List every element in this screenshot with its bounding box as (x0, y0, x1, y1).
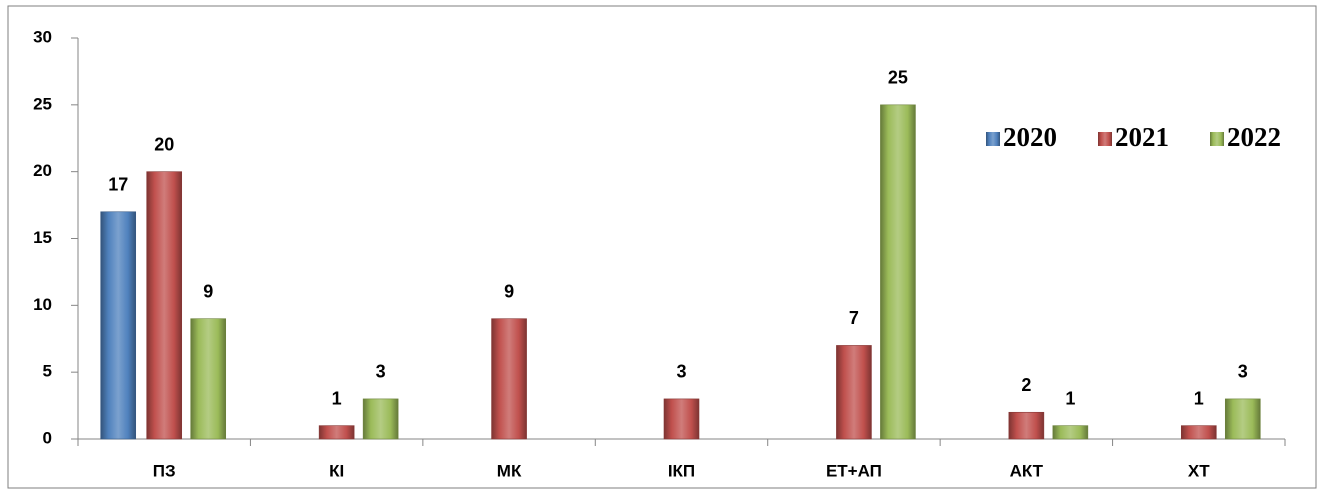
bar (100, 211, 137, 440)
legend-label: 2021 (1115, 122, 1169, 152)
bar (836, 345, 872, 440)
legend-label: 2022 (1227, 122, 1281, 152)
data-label: 3 (1238, 362, 1248, 382)
bar (190, 318, 227, 440)
data-label: 3 (376, 362, 386, 382)
data-label: 1 (1194, 388, 1204, 408)
y-tick-label: 0 (43, 428, 52, 447)
x-tick-label: ІКП (668, 461, 695, 480)
bar (880, 104, 916, 440)
data-label: 20 (154, 134, 174, 154)
legend-swatch (1098, 132, 1112, 146)
x-tick-label: МК (497, 461, 522, 480)
bar (146, 171, 183, 440)
bar (1180, 425, 1217, 440)
bar (318, 425, 355, 440)
data-label: 1 (332, 388, 342, 408)
x-tick-label: ПЗ (153, 461, 176, 480)
x-tick-label: ЕТ+АП (826, 461, 882, 480)
data-label: 1 (1065, 388, 1075, 408)
bar (663, 398, 700, 440)
data-label: 7 (849, 308, 859, 328)
data-label: 2 (1021, 375, 1031, 395)
bar (491, 318, 527, 440)
x-tick-label: КІ (329, 461, 344, 480)
y-tick-label: 25 (33, 94, 52, 113)
legend-swatch (1210, 132, 1224, 146)
bar (362, 398, 399, 440)
y-tick-label: 10 (33, 295, 52, 314)
bar (1008, 411, 1045, 440)
legend-swatch (986, 132, 1000, 146)
y-tick-label: 30 (33, 27, 52, 46)
data-label: 17 (108, 175, 128, 195)
data-label: 3 (676, 362, 686, 382)
y-tick-label: 15 (33, 228, 52, 247)
x-tick-label: ХТ (1188, 461, 1210, 480)
bar (1224, 398, 1261, 440)
data-label: 9 (203, 281, 213, 301)
data-label: 9 (504, 281, 514, 301)
x-tick-label: АКТ (1010, 461, 1044, 480)
y-tick-label: 20 (33, 161, 52, 180)
bar (1052, 425, 1089, 440)
data-label: 25 (888, 68, 908, 88)
y-tick-label: 5 (43, 362, 52, 381)
legend-label: 2020 (1003, 122, 1057, 152)
